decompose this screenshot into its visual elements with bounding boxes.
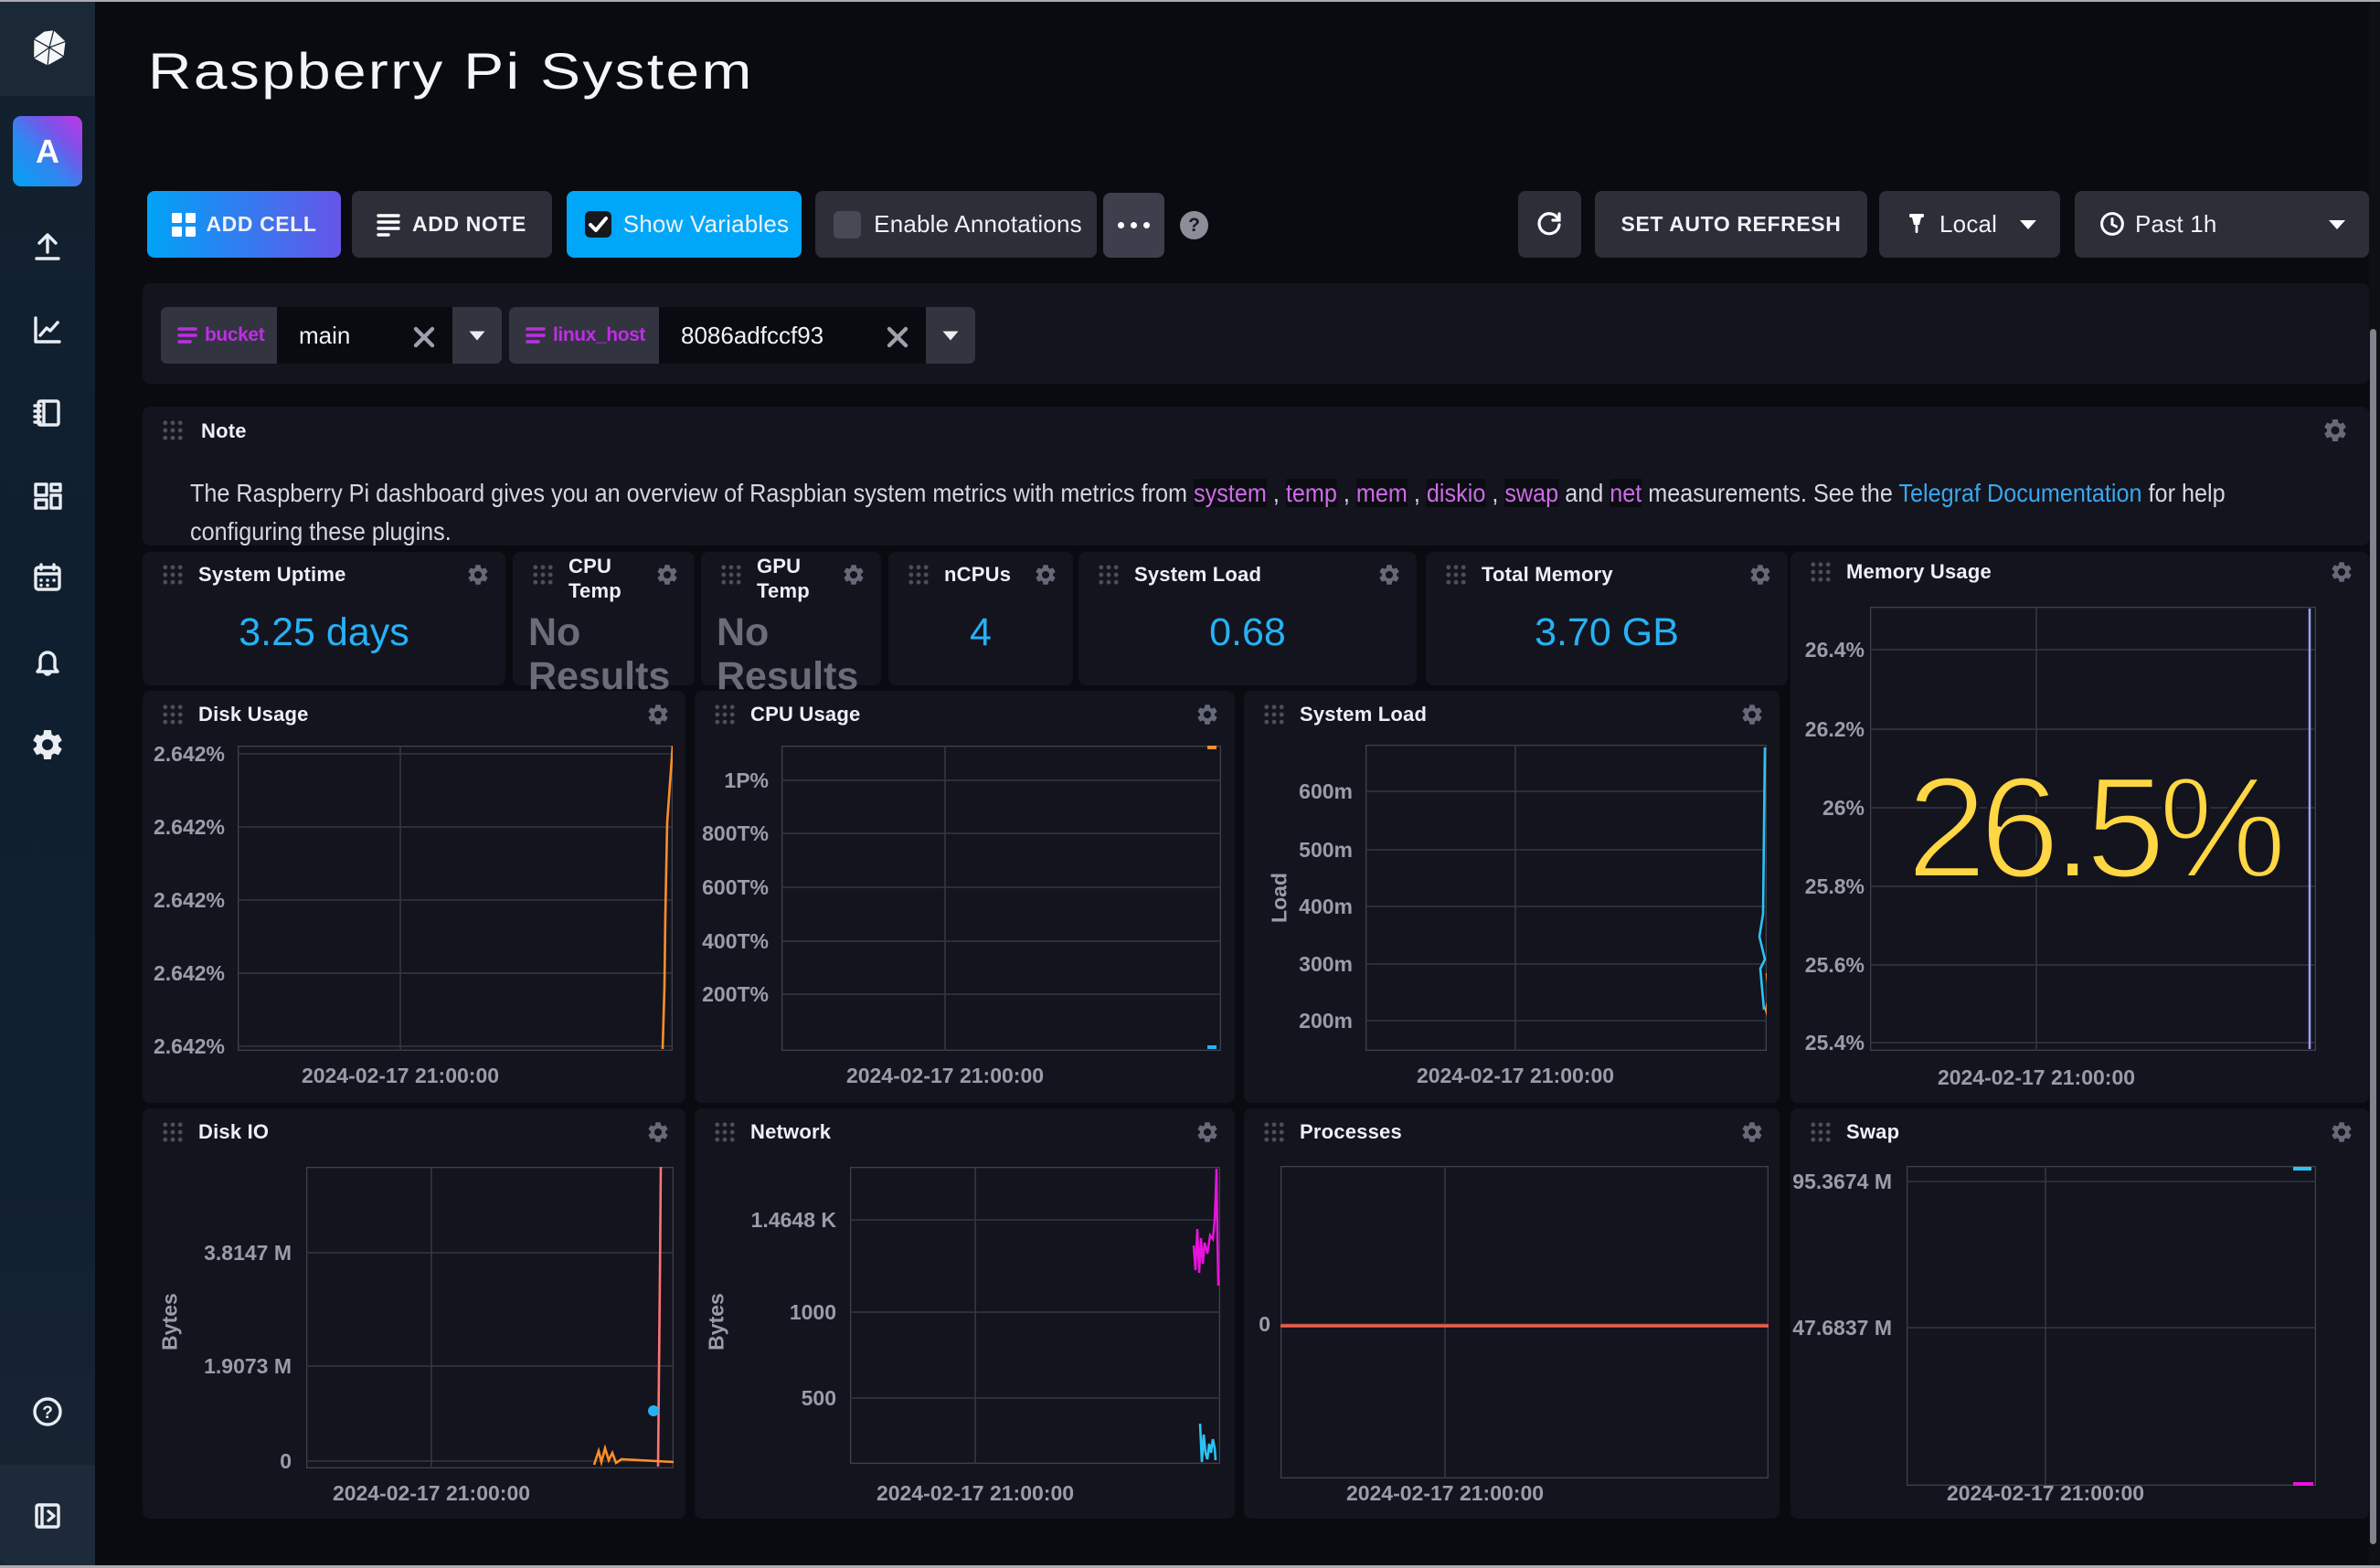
svg-text:?: ? <box>42 1404 53 1423</box>
